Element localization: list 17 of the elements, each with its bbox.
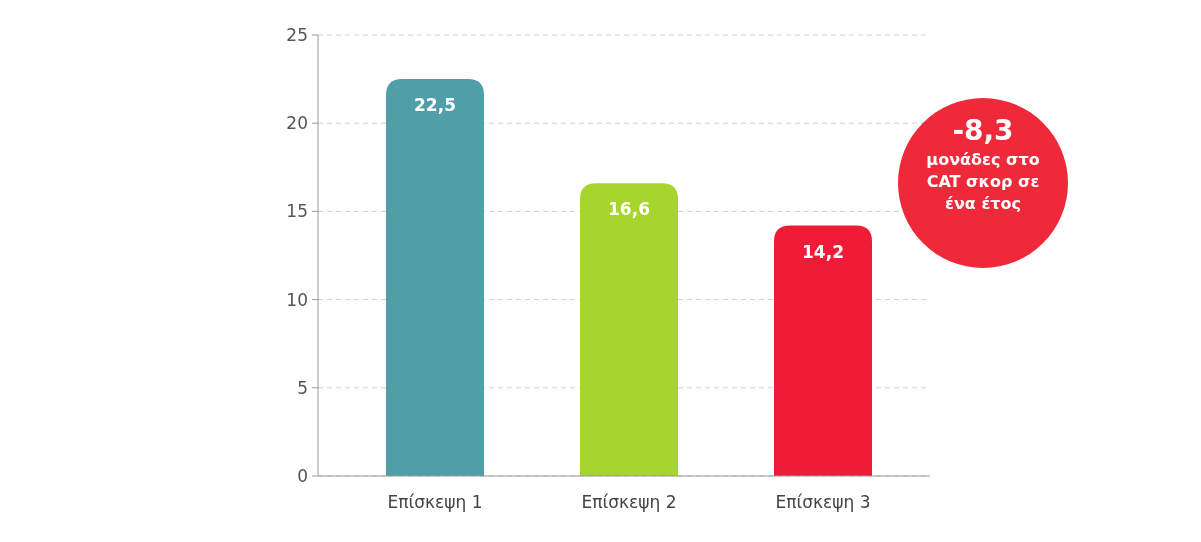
- y-tick-label: 15: [286, 201, 308, 222]
- bar: [580, 183, 678, 476]
- y-tick-label: 20: [286, 113, 308, 134]
- data-label: 22,5: [414, 95, 456, 116]
- data-label: 14,2: [802, 241, 844, 262]
- bar: [386, 79, 484, 476]
- text: -8,3: [952, 114, 1014, 147]
- y-tick-label: 0: [297, 465, 308, 486]
- annotation: μονάδες στο CAT σκορ σε ένα έτος: [926, 150, 1040, 213]
- data-label: 16,6: [608, 199, 650, 220]
- y-tick-label: 10: [286, 289, 308, 310]
- x-tick-label: Επίσκεψη 3: [775, 492, 871, 512]
- y-tick-label: 25: [286, 24, 308, 45]
- y-tick-label: 5: [297, 377, 308, 398]
- x-tick-label: Επίσκεψη 2: [581, 492, 677, 512]
- bar: [774, 225, 872, 476]
- x-tick-label: Επίσκεψη 1: [387, 492, 483, 512]
